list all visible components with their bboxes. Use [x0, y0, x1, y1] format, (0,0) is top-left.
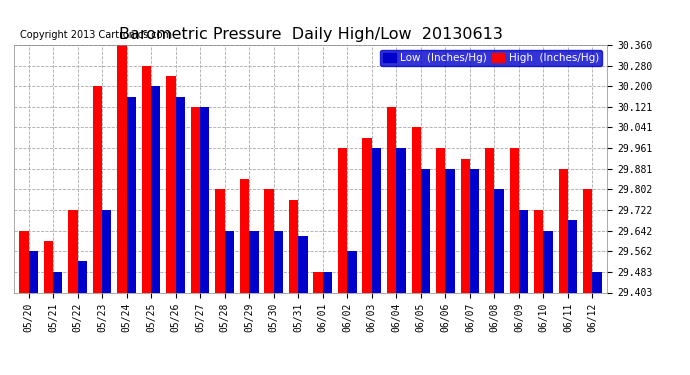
Bar	[117, 45, 126, 292]
Bar	[445, 169, 455, 292]
Legend: Low  (Inches/Hg), High  (Inches/Hg): Low (Inches/Hg), High (Inches/Hg)	[380, 50, 602, 66]
Bar	[191, 107, 200, 292]
Bar	[510, 148, 519, 292]
Bar	[396, 148, 406, 292]
Bar	[519, 210, 529, 292]
Bar	[289, 200, 298, 292]
Bar	[200, 107, 210, 292]
Bar	[28, 251, 38, 292]
Bar	[92, 86, 102, 292]
Bar	[387, 107, 396, 292]
Bar	[240, 179, 249, 292]
Bar	[323, 272, 332, 292]
Bar	[77, 261, 87, 292]
Bar	[225, 231, 234, 292]
Bar	[102, 210, 111, 292]
Bar	[421, 169, 430, 292]
Bar	[249, 231, 259, 292]
Bar	[436, 148, 445, 292]
Bar	[495, 189, 504, 292]
Bar	[372, 148, 381, 292]
Bar	[43, 241, 53, 292]
Bar	[142, 66, 151, 292]
Text: Copyright 2013 Cartronics.com: Copyright 2013 Cartronics.com	[20, 30, 172, 40]
Bar	[470, 169, 479, 292]
Bar	[593, 272, 602, 292]
Bar	[274, 231, 283, 292]
Bar	[151, 86, 161, 292]
Bar	[176, 97, 185, 292]
Title: Barometric Pressure  Daily High/Low  20130613: Barometric Pressure Daily High/Low 20130…	[119, 27, 502, 42]
Bar	[53, 272, 62, 292]
Bar	[534, 210, 544, 292]
Bar	[544, 231, 553, 292]
Bar	[362, 138, 372, 292]
Bar	[166, 76, 176, 292]
Bar	[485, 148, 495, 292]
Bar	[411, 128, 421, 292]
Bar	[264, 189, 274, 292]
Bar	[68, 210, 77, 292]
Bar	[460, 159, 470, 292]
Bar	[347, 251, 357, 292]
Bar	[126, 97, 136, 292]
Bar	[19, 231, 28, 292]
Bar	[313, 272, 323, 292]
Bar	[559, 169, 568, 292]
Bar	[338, 148, 347, 292]
Bar	[298, 236, 308, 292]
Bar	[583, 189, 593, 292]
Bar	[568, 220, 578, 292]
Bar	[215, 189, 225, 292]
